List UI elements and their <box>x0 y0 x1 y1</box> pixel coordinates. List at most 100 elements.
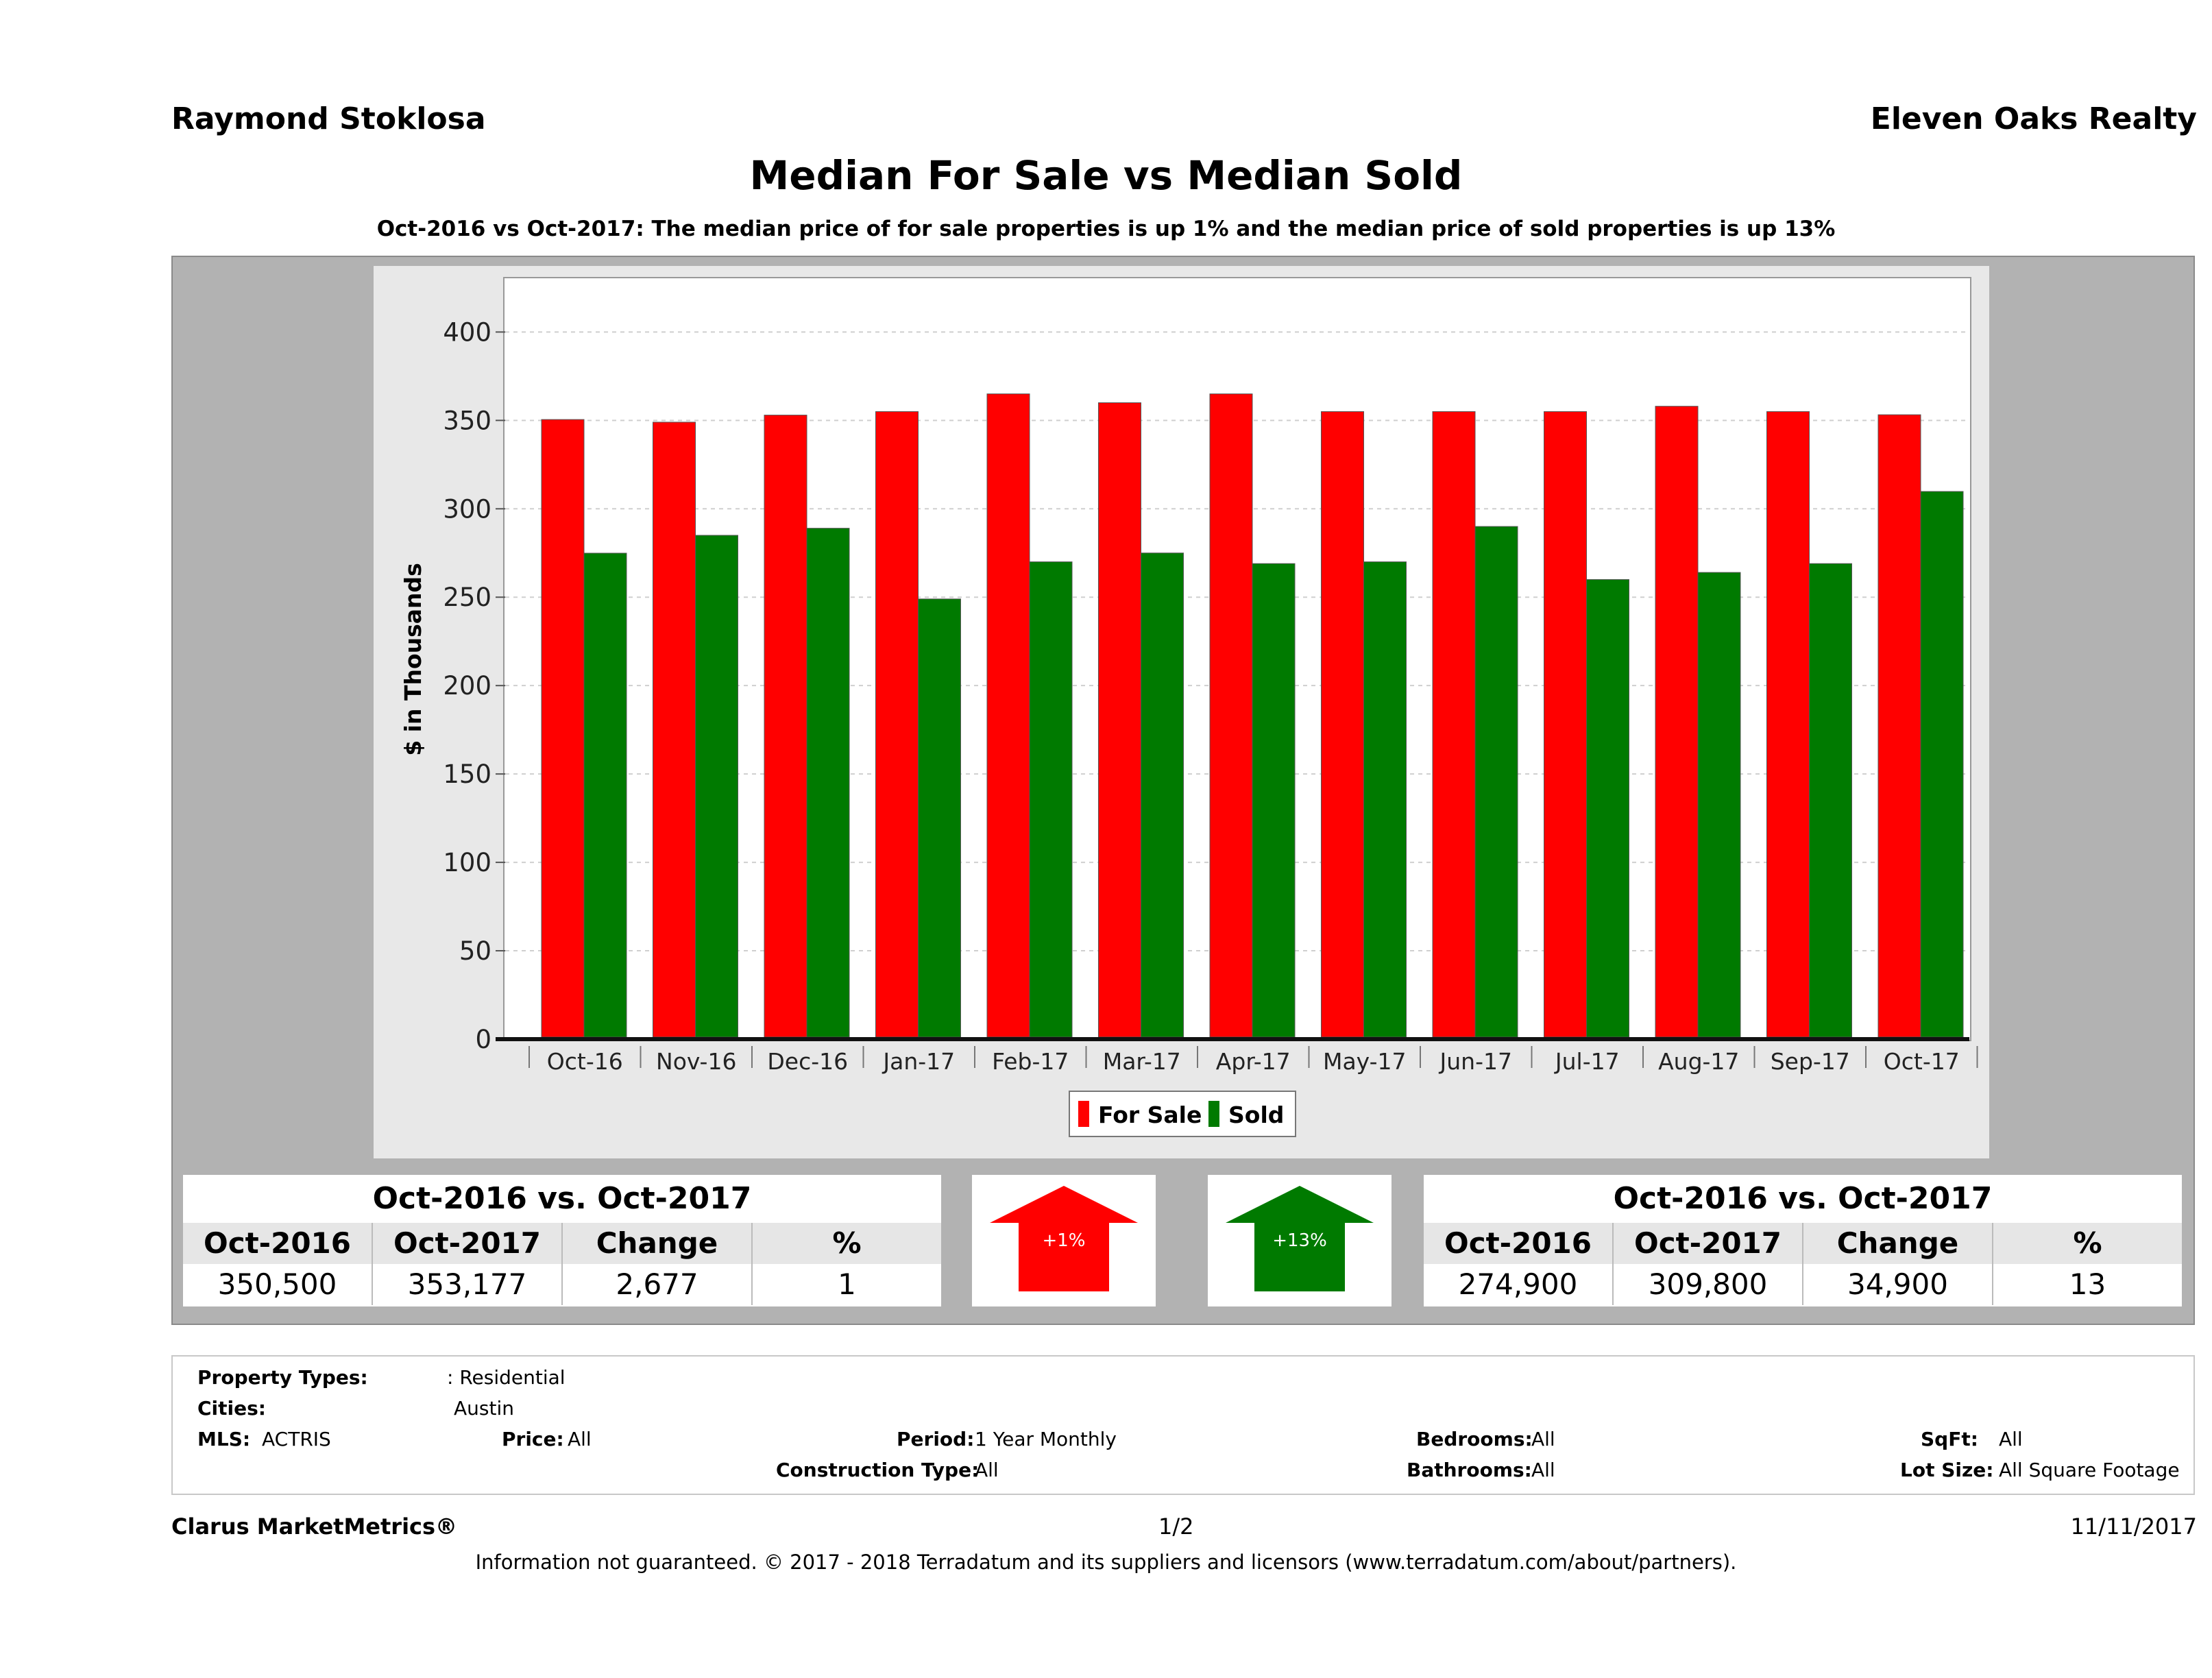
legend-for-sale-swatch <box>1078 1101 1089 1127</box>
sold-change-label: +13% <box>1272 1230 1327 1251</box>
bar-for-sale-aug-17 <box>1655 406 1699 1038</box>
cell-oct-2017: 353,177 <box>373 1264 563 1305</box>
sold-summary-table: Oct-2016 vs. Oct-2017 Oct-2016 Oct-2017 … <box>1424 1175 2182 1306</box>
bar-for-sale-feb-17 <box>986 393 1030 1038</box>
bedrooms-label: Bedrooms: <box>1416 1428 1533 1450</box>
y-tick-label: 350 <box>443 406 491 435</box>
col-header: Change <box>1803 1223 1993 1264</box>
up-arrow-icon: +13% <box>1226 1186 1374 1291</box>
bar-for-sale-jul-17 <box>1544 411 1587 1038</box>
y-axis-label: $ in Thousands <box>400 563 426 756</box>
y-tick-label: 50 <box>459 936 491 966</box>
bar-for-sale-jan-17 <box>875 411 919 1038</box>
col-header: % <box>832 1226 862 1260</box>
y-tick-label: 250 <box>443 583 491 612</box>
search-criteria: Property Types: : Residential Cities: Au… <box>171 1355 2195 1495</box>
price-label: Price: <box>502 1428 564 1450</box>
report-date: 11/11/2017 <box>2070 1513 2197 1540</box>
y-tick-label: 150 <box>443 759 491 789</box>
for-sale-table-header-row: Oct-2016 Oct-2017 Change % <box>183 1223 941 1264</box>
construction-type-label: Construction Type: <box>776 1459 980 1481</box>
col-header: % <box>2073 1226 2102 1260</box>
price-value: All <box>568 1428 592 1450</box>
y-tick-label: 400 <box>443 317 491 347</box>
page-subtitle: Oct-2016 vs Oct-2017: The median price o… <box>376 217 1836 241</box>
property-types-label: Property Types: <box>197 1366 368 1389</box>
brokerage-name: Eleven Oaks Realty <box>1870 101 2197 136</box>
x-tick-label: Nov-16 <box>656 1048 736 1075</box>
agent-name: Raymond Stoklosa <box>171 101 486 136</box>
y-tick-label: 0 <box>475 1025 491 1054</box>
col-header: Oct-2017 <box>1614 1223 1803 1264</box>
lot-size-label: Lot Size: <box>1900 1459 1994 1481</box>
mls-value: ACTRIS <box>262 1428 331 1450</box>
bar-for-sale-jun-17 <box>1432 411 1476 1038</box>
page-number: 1/2 <box>1158 1513 1194 1540</box>
x-tick-label: Oct-16 <box>547 1048 623 1075</box>
disclaimer: Information not guaranteed. © 2017 - 201… <box>475 1551 1737 1574</box>
bar-for-sale-apr-17 <box>1209 393 1253 1038</box>
sold-table-heading: Oct-2016 vs. Oct-2017 <box>1613 1181 1993 1216</box>
legend: For Sale Sold <box>1069 1091 1296 1137</box>
x-tick-label: Jul-17 <box>1554 1048 1620 1075</box>
x-tick-label: Mar-17 <box>1103 1048 1181 1075</box>
bar-for-sale-sep-17 <box>1766 411 1810 1038</box>
sold-change-box: +13% <box>1208 1175 1391 1306</box>
sqft-label: SqFt: <box>1921 1428 1978 1450</box>
y-tick-label: 200 <box>443 671 491 701</box>
bar-sold-jun-17 <box>1474 526 1518 1038</box>
construction-type-value: All <box>975 1459 999 1481</box>
x-tick-label: Jan-17 <box>882 1048 955 1075</box>
legend-sold-swatch <box>1208 1101 1219 1127</box>
x-tick-label: Aug-17 <box>1658 1048 1739 1075</box>
period-value: 1 Year Monthly <box>975 1428 1117 1450</box>
bar-sold-oct-17 <box>1920 491 1964 1038</box>
cell-change: 2,677 <box>563 1264 753 1305</box>
cell-oct-2017: 309,800 <box>1614 1264 1803 1305</box>
for-sale-change-label: +1% <box>1042 1230 1085 1251</box>
cell-change: 34,900 <box>1803 1264 1993 1305</box>
col-header: Change <box>563 1223 753 1264</box>
col-header: Oct-2016 <box>183 1223 373 1264</box>
bar-sold-jul-17 <box>1586 579 1629 1038</box>
x-tick-label: May-17 <box>1323 1048 1407 1075</box>
cell-oct-2016: 274,900 <box>1424 1264 1614 1305</box>
bar-sold-aug-17 <box>1697 572 1741 1038</box>
bathrooms-label: Bathrooms: <box>1407 1459 1532 1481</box>
col-header: Oct-2016 <box>1424 1223 1614 1264</box>
x-tick-label: Jun-17 <box>1439 1048 1512 1075</box>
bar-sold-apr-17 <box>1252 563 1296 1038</box>
cities-value: Austin <box>454 1397 514 1420</box>
x-tick-label: Oct-17 <box>1884 1048 1960 1075</box>
bedrooms-value: All <box>1531 1428 1555 1450</box>
bar-sold-dec-16 <box>806 528 850 1038</box>
y-tick-label: 300 <box>443 494 491 524</box>
bar-sold-sep-17 <box>1809 563 1852 1038</box>
cell-percent: 1 <box>838 1267 856 1301</box>
bar-sold-oct-16 <box>583 552 627 1038</box>
mls-label: MLS: <box>197 1428 251 1450</box>
bar-for-sale-oct-17 <box>1877 414 1921 1038</box>
table-row: 274,900 309,800 34,900 13 <box>1424 1264 2182 1305</box>
sold-table-header-row: Oct-2016 Oct-2017 Change % <box>1424 1223 2182 1264</box>
lot-size-value: All Square Footage <box>1999 1459 2180 1481</box>
up-arrow-icon: +1% <box>990 1186 1138 1291</box>
bar-for-sale-mar-17 <box>1098 402 1141 1038</box>
footer-brand: Clarus MarketMetrics® <box>171 1513 458 1540</box>
x-tick-label: Sep-17 <box>1771 1048 1850 1075</box>
y-tick-label: 100 <box>443 848 491 877</box>
x-tick-label: Feb-17 <box>992 1048 1069 1075</box>
page-title: Median For Sale vs Median Sold <box>749 152 1463 199</box>
for-sale-change-box: +1% <box>972 1175 1156 1306</box>
cell-percent: 13 <box>2069 1267 2106 1301</box>
bar-sold-may-17 <box>1363 561 1407 1038</box>
bar-sold-mar-17 <box>1141 552 1184 1038</box>
property-types-value: : Residential <box>447 1366 566 1389</box>
for-sale-summary-table: Oct-2016 vs. Oct-2017 Oct-2016 Oct-2017 … <box>183 1175 941 1306</box>
sqft-value: All <box>1999 1428 2023 1450</box>
legend-for-sale-label: For Sale <box>1098 1102 1202 1128</box>
bar-for-sale-nov-16 <box>653 422 696 1038</box>
bathrooms-value: All <box>1531 1459 1555 1481</box>
bar-sold-nov-16 <box>695 535 738 1038</box>
